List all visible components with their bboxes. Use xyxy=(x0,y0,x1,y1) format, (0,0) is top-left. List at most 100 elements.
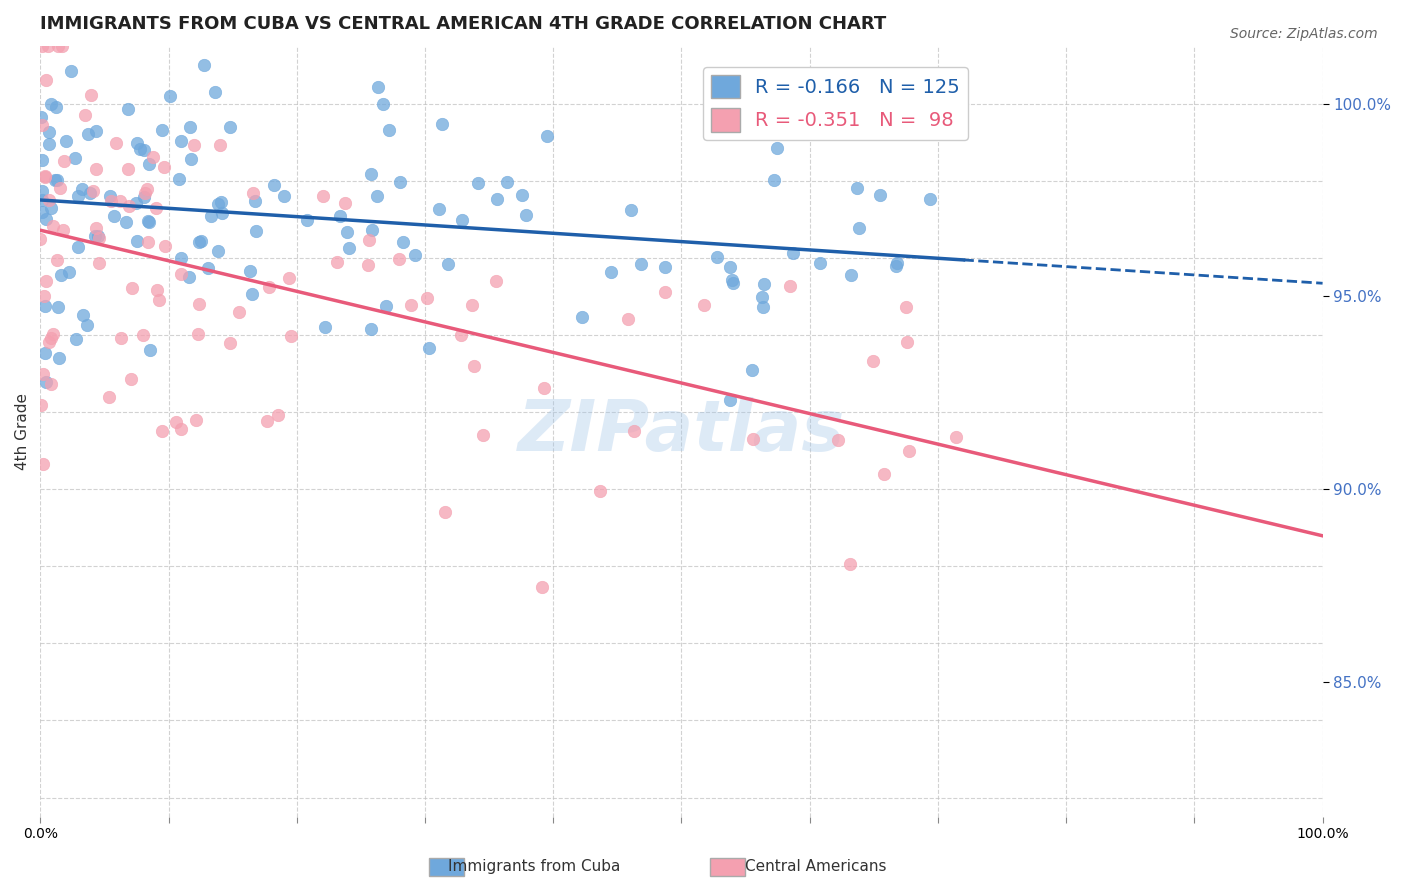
Point xyxy=(103,209,125,223)
Point xyxy=(31,184,53,198)
Point xyxy=(127,136,149,150)
Point xyxy=(723,276,745,290)
Point xyxy=(121,281,143,295)
Point xyxy=(51,38,73,53)
Legend: R = -0.166   N = 125, R = -0.351   N =  98: R = -0.166 N = 125, R = -0.351 N = 98 xyxy=(703,67,967,140)
Point xyxy=(312,189,335,203)
Text: IMMIGRANTS FROM CUBA VS CENTRAL AMERICAN 4TH GRADE CORRELATION CHART: IMMIGRANTS FROM CUBA VS CENTRAL AMERICAN… xyxy=(41,15,887,33)
Point xyxy=(437,257,460,271)
Point xyxy=(763,173,786,187)
Point xyxy=(267,409,290,423)
Point xyxy=(827,433,849,447)
Point xyxy=(132,189,155,203)
Point xyxy=(136,213,159,227)
Point xyxy=(35,375,58,389)
Point xyxy=(38,137,60,152)
Point xyxy=(98,189,121,203)
Point xyxy=(42,327,65,342)
Point xyxy=(367,80,389,95)
Point xyxy=(838,558,860,572)
Point xyxy=(257,279,280,293)
Point xyxy=(751,300,773,314)
Point xyxy=(117,161,139,176)
Point xyxy=(169,172,191,186)
Point xyxy=(179,120,201,134)
Point xyxy=(471,428,494,442)
Point xyxy=(766,141,789,155)
Point xyxy=(87,228,110,243)
Point xyxy=(150,123,173,137)
Point xyxy=(114,215,136,229)
Point xyxy=(32,367,55,381)
Point xyxy=(146,284,169,298)
Point xyxy=(718,260,741,275)
Point xyxy=(741,363,763,377)
Point xyxy=(208,138,231,153)
Point xyxy=(782,246,804,260)
Point xyxy=(654,285,676,299)
Point xyxy=(333,195,356,210)
Point xyxy=(135,182,157,196)
Point xyxy=(463,359,485,374)
Point xyxy=(361,223,384,237)
Point xyxy=(34,170,56,185)
Point xyxy=(623,425,645,439)
Point xyxy=(82,184,104,198)
Point xyxy=(177,270,200,285)
Point xyxy=(30,398,52,412)
Point xyxy=(377,123,399,137)
Point xyxy=(884,260,907,274)
Point xyxy=(430,117,453,131)
Point xyxy=(39,376,62,391)
Point xyxy=(51,223,73,237)
Point xyxy=(108,194,131,209)
Point xyxy=(211,206,233,220)
Point xyxy=(242,186,264,200)
Point xyxy=(170,422,193,436)
Point xyxy=(117,102,139,116)
Point xyxy=(31,205,53,219)
Point xyxy=(150,424,173,438)
Point xyxy=(599,265,621,279)
Point xyxy=(39,97,62,112)
Point xyxy=(153,161,176,175)
Point xyxy=(808,256,831,270)
Point xyxy=(49,181,72,195)
Point xyxy=(375,299,398,313)
Text: Central Americans: Central Americans xyxy=(745,859,886,874)
Point xyxy=(136,235,159,249)
Point xyxy=(200,209,222,223)
Point xyxy=(125,234,148,248)
Point xyxy=(46,38,69,53)
Y-axis label: 4th Grade: 4th Grade xyxy=(15,392,30,470)
Point xyxy=(654,260,676,275)
Point xyxy=(65,332,87,346)
Point xyxy=(295,212,318,227)
Point xyxy=(45,100,67,114)
Point xyxy=(87,231,110,245)
Point xyxy=(197,260,219,275)
Point xyxy=(67,188,90,202)
Point xyxy=(314,320,336,334)
Point xyxy=(751,290,773,304)
Point xyxy=(219,336,242,351)
Point xyxy=(58,264,80,278)
Point xyxy=(38,334,60,349)
Point xyxy=(415,291,437,305)
Point xyxy=(228,305,250,319)
Point xyxy=(387,252,409,267)
Point xyxy=(84,221,107,235)
Point xyxy=(207,244,229,258)
Point xyxy=(134,143,156,157)
Point xyxy=(427,202,450,217)
Point xyxy=(138,157,160,171)
Point xyxy=(450,328,472,343)
Point xyxy=(360,322,382,336)
Point xyxy=(165,415,187,429)
Point xyxy=(510,188,533,202)
Point xyxy=(461,298,484,312)
Point xyxy=(38,125,60,139)
Point xyxy=(741,432,763,446)
Point xyxy=(336,225,359,239)
Point xyxy=(39,331,62,345)
